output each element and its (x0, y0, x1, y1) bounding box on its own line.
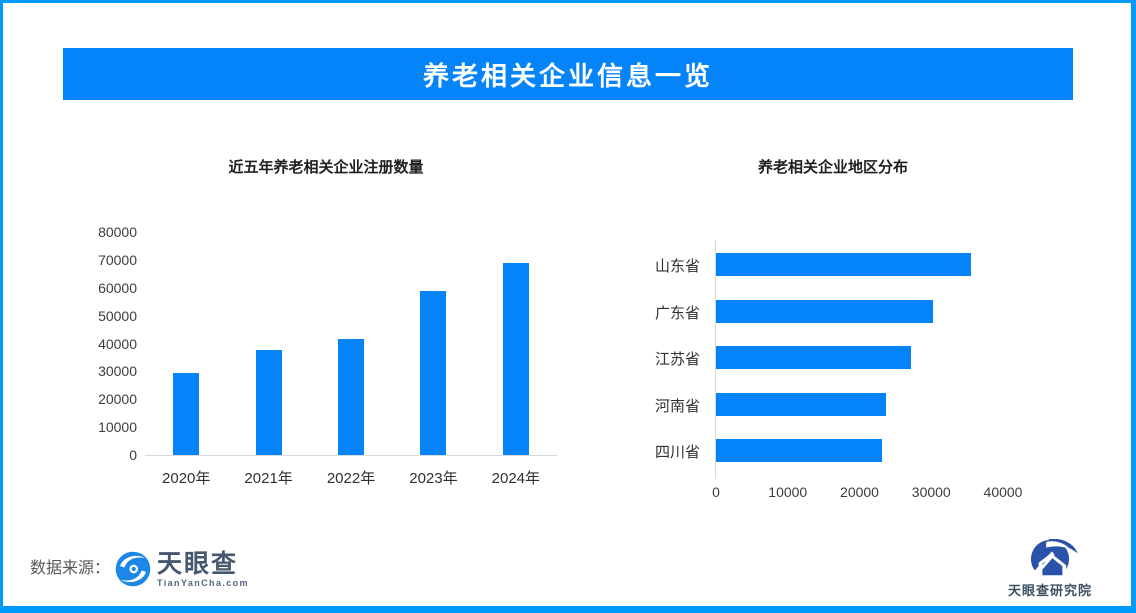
bar-slot (475, 232, 557, 455)
right-chart-axis-line (715, 240, 716, 479)
bar-2022年 (338, 339, 365, 455)
category-label: 四川省 (654, 444, 700, 461)
tianyancha-subtitle: TianYanCha.com (157, 578, 249, 588)
left-chart-plot-area (145, 232, 557, 456)
category-label: 河南省 (654, 398, 700, 415)
tianyancha-name: 天眼查 (157, 550, 239, 578)
bar-江苏省 (716, 346, 912, 369)
x-axis-category-label: 2020年 (162, 470, 211, 487)
y-axis-tick-label: 40000 (98, 335, 137, 352)
bar-2021年 (255, 349, 282, 455)
category-label: 广东省 (654, 305, 700, 322)
x-axis-category-label: 2024年 (491, 470, 541, 487)
page-title-banner: 养老相关企业信息一览 (63, 48, 1073, 100)
bar-slot (227, 232, 309, 455)
bar-2024年 (502, 262, 529, 455)
research-institute-name: 天眼查研究院 (1007, 583, 1092, 598)
bar-slot (145, 232, 227, 455)
y-axis-tick-label: 70000 (98, 251, 137, 268)
bar-广东省 (716, 300, 934, 323)
y-axis-tick-label: 60000 (98, 279, 137, 296)
category-label: 江苏省 (654, 351, 700, 368)
bar-河南省 (716, 393, 887, 416)
tianyancha-logo-text: 天眼查 TianYanCha.com (157, 551, 249, 588)
category-label: 山东省 (654, 258, 700, 275)
bar-山东省 (716, 253, 971, 276)
bar-四川省 (716, 439, 882, 462)
right-chart-title: 养老相关企业地区分布 (757, 159, 908, 176)
x-axis-category-label: 2023年 (409, 470, 458, 487)
page-title: 养老相关企业信息一览 (422, 60, 713, 91)
y-axis-tick-label: 80000 (98, 224, 137, 240)
y-axis-tick-label: 50000 (98, 307, 137, 324)
datasource-label: 数据来源： (30, 560, 111, 577)
tianyancha-research-icon (1028, 539, 1078, 579)
y-axis-tick-label: 10000 (98, 419, 137, 436)
tianyancha-eye-icon (115, 551, 151, 587)
bar-slot (310, 232, 392, 455)
bar-2023年 (420, 290, 447, 455)
x-axis-tick-label: 30000 (911, 484, 951, 500)
x-axis-tick-label: 20000 (840, 484, 879, 500)
x-axis-tick-label: 10000 (768, 484, 808, 500)
left-chart-x-axis-labels: 2020年 2021年 2022年 2023年 2024年 (145, 467, 557, 488)
y-axis-tick-label: 30000 (98, 363, 137, 380)
x-axis-tick-label: 40000 (983, 484, 1023, 500)
bar-slot (392, 232, 474, 455)
x-axis-category-label: 2022年 (326, 470, 376, 487)
y-axis-tick-label: 0 (129, 447, 137, 463)
y-axis-tick-label: 20000 (98, 391, 137, 408)
bar-2020年 (173, 373, 200, 455)
x-axis-tick-label: 0 (712, 484, 720, 500)
left-chart-title: 近五年养老相关企业注册数量 (228, 159, 424, 176)
x-axis-category-label: 2021年 (244, 470, 293, 487)
